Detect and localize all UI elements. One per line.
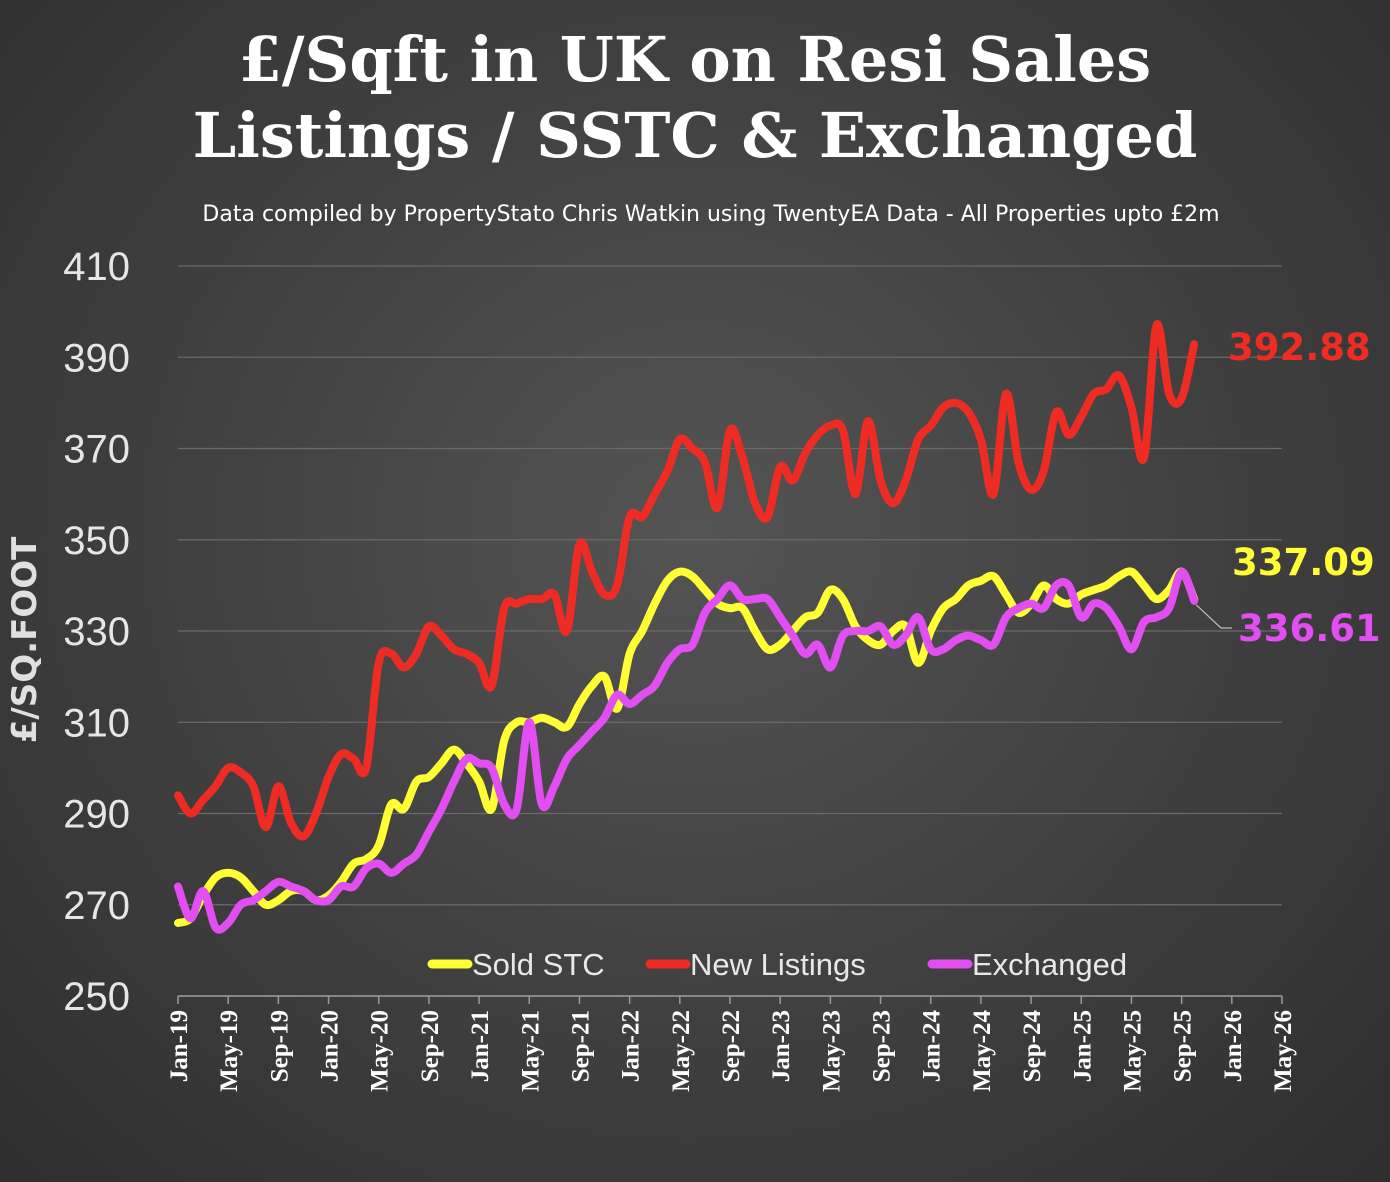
legend-label: Sold STC bbox=[472, 947, 605, 982]
x-tick-label: Sep-25 bbox=[1170, 1010, 1197, 1082]
y-tick-label: 330 bbox=[63, 610, 130, 654]
x-tick-label: Sep-21 bbox=[567, 1010, 594, 1082]
x-tick-label: May-24 bbox=[969, 1010, 996, 1092]
x-tick-label: Jan-19 bbox=[166, 1010, 193, 1082]
x-tick-label: Sep-22 bbox=[718, 1010, 745, 1082]
series-line-new-listings bbox=[174, 320, 1199, 841]
x-tick-label: Jan-24 bbox=[919, 1010, 946, 1083]
legend-label: Exchanged bbox=[972, 947, 1127, 982]
end-label-sold-stc: 337.09 bbox=[1232, 541, 1375, 584]
x-tick-label: Jan-22 bbox=[618, 1010, 645, 1082]
y-axis-ticks: 250 270 290 310 330 350 370 390 410 bbox=[63, 245, 130, 1019]
chart-title-line-1: £/Sqft in UK on Resi Sales bbox=[238, 23, 1152, 96]
series-line-exchanged bbox=[174, 567, 1199, 934]
x-tick-label: Jan-21 bbox=[467, 1010, 494, 1082]
x-tick-label: May-21 bbox=[517, 1010, 544, 1092]
end-labels: 337.09 392.88 336.61 bbox=[1195, 326, 1381, 650]
x-tick-label: May-20 bbox=[367, 1010, 394, 1092]
y-tick-label: 310 bbox=[63, 701, 130, 745]
legend-label: New Listings bbox=[690, 947, 866, 982]
y-axis-label: £/SQ.FOOT bbox=[5, 536, 45, 743]
y-tick-label: 290 bbox=[63, 793, 130, 837]
x-tick-label: May-19 bbox=[216, 1010, 243, 1092]
chart-title-line-2: Listings / SSTC & Exchanged bbox=[192, 99, 1198, 172]
chart-subtitle: Data compiled by PropertyStato Chris Wat… bbox=[202, 202, 1220, 227]
y-tick-label: 410 bbox=[63, 245, 130, 289]
x-tick-label: Sep-19 bbox=[266, 1010, 293, 1082]
x-tick-label: Jan-20 bbox=[317, 1010, 344, 1082]
y-tick-label: 350 bbox=[63, 519, 130, 563]
x-tick-label: Sep-24 bbox=[1019, 1010, 1046, 1083]
x-tick-label: May-22 bbox=[668, 1010, 695, 1092]
x-tick-label: Jan-25 bbox=[1069, 1010, 1096, 1082]
series-line-sold-stc bbox=[174, 567, 1199, 927]
x-tick-label: Sep-20 bbox=[417, 1010, 444, 1082]
x-tick-label: Jan-23 bbox=[768, 1010, 795, 1082]
leader-line bbox=[1195, 604, 1232, 629]
series-lines bbox=[174, 320, 1199, 934]
y-tick-label: 370 bbox=[63, 428, 130, 472]
x-tick-label: Sep-23 bbox=[869, 1010, 896, 1082]
y-tick-label: 390 bbox=[63, 336, 130, 380]
x-tick-label: May-25 bbox=[1119, 1010, 1146, 1092]
y-tick-label: 250 bbox=[63, 975, 130, 1019]
end-label-new-listings: 392.88 bbox=[1228, 326, 1371, 369]
x-axis: Jan-19 May-19 Sep-19 Jan-20 May-20 Sep-20 Jan-… bbox=[166, 995, 1297, 1092]
x-tick-label: May-23 bbox=[818, 1010, 845, 1092]
legend: Sold STC New Listings Exchanged bbox=[427, 947, 1127, 982]
x-tick-label: May-26 bbox=[1270, 1010, 1297, 1092]
x-tick-label: Jan-26 bbox=[1220, 1010, 1247, 1082]
end-label-exchanged: 336.61 bbox=[1238, 607, 1381, 650]
chart-title: £/Sqft in UK on Resi Sales Listings / SS… bbox=[0, 22, 1390, 174]
y-tick-label: 270 bbox=[63, 884, 130, 928]
